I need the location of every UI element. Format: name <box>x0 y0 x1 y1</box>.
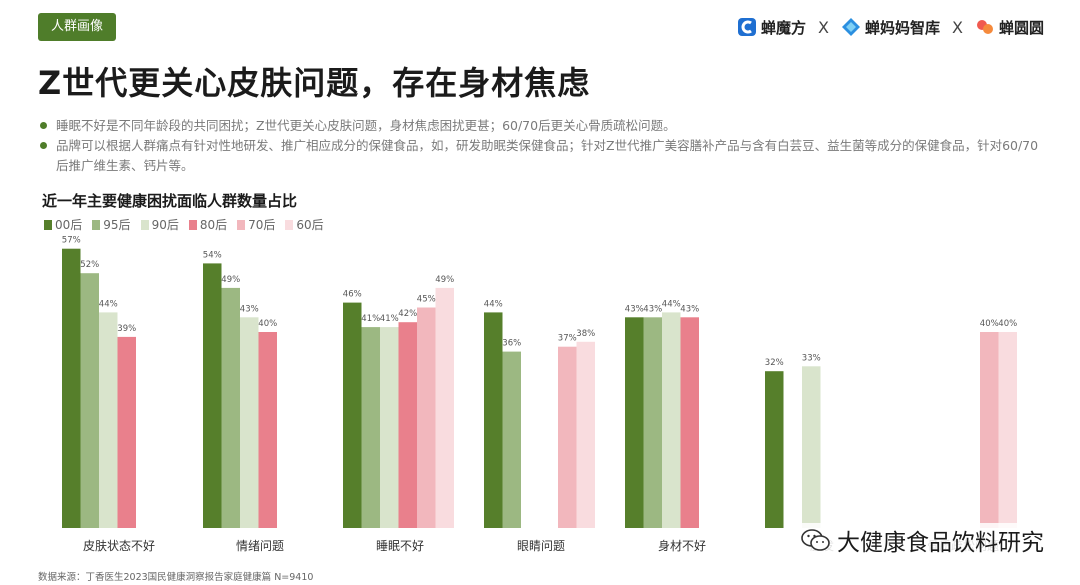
category-label: 眼睛问题 <box>517 539 565 553</box>
bar <box>998 332 1017 528</box>
data-label: 46% <box>343 290 362 300</box>
data-label: 43% <box>680 304 699 314</box>
watermark: 大健康食品饮料研究 <box>797 523 1048 557</box>
bar <box>203 263 222 528</box>
bar <box>558 346 577 528</box>
bar <box>258 332 277 528</box>
data-label: 49% <box>221 275 240 285</box>
category-label: 皮肤状态不好 <box>83 538 155 553</box>
bar <box>662 312 681 528</box>
data-label: 39% <box>117 324 136 334</box>
category-label: 身材不好 <box>658 538 706 553</box>
bar <box>99 312 118 528</box>
data-label: 37% <box>558 334 577 344</box>
bar <box>502 351 521 528</box>
bullet-item: 睡眠不好是不同年龄段的共同困扰；Z世代更关心皮肤问题，身材焦虑困扰更甚；60/7… <box>38 116 1048 136</box>
legend-swatch <box>140 219 149 230</box>
data-label: 52% <box>80 260 99 270</box>
legend-label: 90后 <box>151 218 179 232</box>
data-label: 44% <box>662 299 681 309</box>
section-tag: 人群画像 <box>38 13 117 41</box>
bar <box>221 287 240 528</box>
data-label: 44% <box>484 299 503 309</box>
data-label: 32% <box>765 358 784 368</box>
legend-item-90: 90后 <box>140 216 179 233</box>
bar <box>240 317 259 528</box>
data-label: 44% <box>99 299 118 309</box>
bar <box>435 287 454 528</box>
bar <box>380 327 399 528</box>
data-label: 45% <box>417 295 436 305</box>
legend-swatch <box>92 219 101 230</box>
data-label: 57% <box>62 236 81 246</box>
legend-swatch <box>285 219 294 230</box>
brand-label: 蝉魔方 <box>761 18 807 37</box>
data-label: 41% <box>380 314 399 324</box>
chanmofang-logo-icon <box>738 18 757 36</box>
data-label: 33% <box>802 353 821 363</box>
legend-label: 80后 <box>199 218 228 232</box>
chart-legend: 00后 95后 90后 80后 70后 60后 <box>44 216 324 233</box>
data-label: 49% <box>435 275 454 285</box>
legend-item-95: 95后 <box>92 216 131 233</box>
data-label: 42% <box>398 309 417 319</box>
brand-label: 蝉圆圆 <box>998 18 1044 37</box>
page-title: Z世代更关心皮肤问题，存在身材焦虑 <box>38 64 591 102</box>
data-source: 数据来源：丁香医生2023国民健康洞察报告家庭健康篇 N=9410 <box>38 572 314 583</box>
brand-chanmofang: 蝉魔方 <box>737 17 806 38</box>
legend-label: 00后 <box>55 218 83 232</box>
brand-logos: 蝉魔方 X 蝉妈妈智库 X 蝉圆圆 <box>737 14 1044 40</box>
brand-separator: X <box>818 17 829 37</box>
bar <box>361 327 380 528</box>
bar <box>343 302 362 528</box>
legend-item-00: 00后 <box>44 216 82 233</box>
legend-swatch <box>237 219 246 230</box>
brand-chanmama: 蝉妈妈智库 <box>841 17 940 38</box>
bar <box>417 307 436 528</box>
bar <box>117 336 136 528</box>
legend-label: 95后 <box>103 218 131 232</box>
chanmama-logo-icon <box>842 18 860 36</box>
data-label: 43% <box>625 304 644 314</box>
legend-item-60: 60后 <box>285 216 324 233</box>
data-label: 40% <box>998 319 1017 329</box>
bullet-item: 品牌可以根据人群痛点有针对性地研发、推广相应成分的保健食品，如，研发助眠类保健食… <box>38 136 1048 176</box>
bar <box>765 371 784 528</box>
legend-item-70: 70后 <box>237 216 275 233</box>
data-label: 43% <box>240 304 259 314</box>
bar <box>80 273 99 528</box>
brand-separator: X <box>952 17 963 37</box>
bar <box>980 332 999 528</box>
bar <box>625 317 644 528</box>
legend-swatch <box>188 219 197 230</box>
bar-chart: 57% 52% 44% 39% 皮肤状态不好 54% 49% 43% 40% 情绪问题 46% 41%… <box>62 236 1017 553</box>
data-label: 36% <box>502 339 521 349</box>
bar <box>680 317 699 528</box>
bar <box>802 366 821 528</box>
chanyuanyuan-logo-icon <box>976 20 993 34</box>
bar <box>643 317 662 528</box>
chart-title: 近一年主要健康困扰面临人群数量占比 <box>42 192 298 210</box>
bar <box>398 322 417 528</box>
data-label: 43% <box>643 304 662 314</box>
bar <box>576 341 595 528</box>
legend-label: 70后 <box>248 218 276 232</box>
data-label: 41% <box>361 314 380 324</box>
watermark-text: 大健康食品饮料研究 <box>837 530 1044 556</box>
brand-chanyuanyuan: 蝉圆圆 <box>975 17 1044 38</box>
bullet-list: 睡眠不好是不同年龄段的共同困扰；Z世代更关心皮肤问题，身材焦虑困扰更甚；60/7… <box>38 116 1048 176</box>
legend-item-80: 80后 <box>188 216 228 233</box>
wechat-icon <box>801 529 830 551</box>
data-label: 40% <box>980 319 999 329</box>
data-label: 40% <box>258 319 277 329</box>
category-label: 睡眠不好 <box>376 539 424 553</box>
brand-label: 蝉妈妈智库 <box>865 18 941 37</box>
legend-label: 60后 <box>296 218 324 232</box>
legend-swatch <box>44 219 52 230</box>
data-label: 38% <box>576 329 595 339</box>
category-label: 情绪问题 <box>236 539 284 553</box>
bar <box>484 312 503 528</box>
bar <box>62 248 81 528</box>
data-label: 54% <box>203 250 222 260</box>
